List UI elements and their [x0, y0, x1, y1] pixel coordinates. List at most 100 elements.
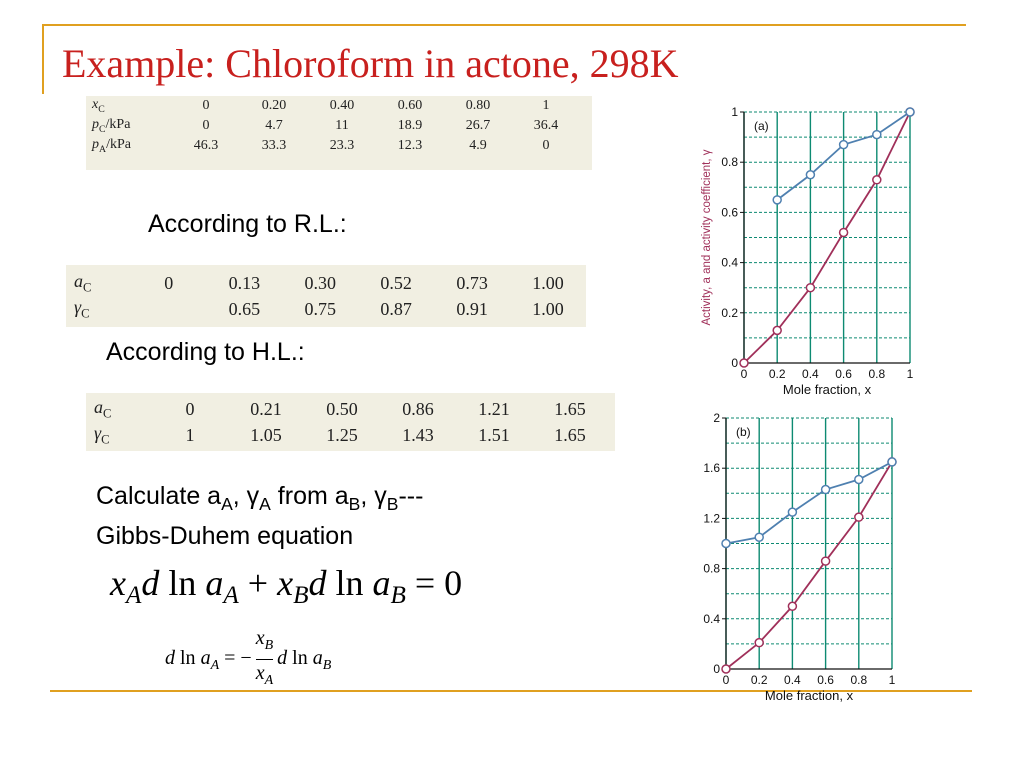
data-point-activity	[838, 227, 849, 238]
data-point-activity	[787, 601, 798, 611]
calc-text: , γ	[232, 482, 260, 510]
table-cell: 1.43	[402, 424, 434, 445]
x-tick-label: 0	[723, 673, 730, 687]
panel-label: (a)	[754, 119, 769, 133]
table-cell: 0.50	[326, 398, 358, 419]
data-point-activity	[739, 358, 749, 368]
table-cell: 1.21	[478, 398, 510, 419]
data-point-activity	[854, 512, 864, 522]
row-header-gamma-c: γC	[94, 422, 110, 447]
table-cell: 0.40	[329, 98, 355, 113]
data-point-coefficient	[854, 474, 864, 485]
table-cell: 0	[542, 138, 550, 153]
table-cell: 0.65	[228, 298, 261, 319]
y-tick-label: 1.6	[703, 461, 720, 475]
table-row: aC 0 0.21 0.50 0.86 1.21 1.65	[86, 396, 608, 422]
y-tick-label: 0.8	[703, 562, 720, 576]
x-axis-label: Mole fraction, x	[783, 382, 872, 397]
data-point-coefficient	[754, 532, 764, 542]
calc-text: , γ	[360, 482, 387, 510]
table-cell: 0.87	[380, 298, 412, 319]
calc-sub: A	[259, 494, 271, 514]
x-tick-label: 0.4	[802, 367, 819, 381]
data-point-activity	[754, 637, 764, 648]
slide-title: Example: Chloroform in actone, 298K	[62, 41, 679, 86]
table-row: γC 0.65 0.75 0.87 0.91 1.00	[66, 296, 586, 322]
x-tick-label: 0.2	[751, 673, 768, 687]
data-point-activity	[820, 556, 831, 566]
calc-text: Calculate a	[96, 482, 222, 510]
panel-label: (b)	[736, 425, 751, 439]
calculate-line: Calculate aA, γA from aB, γB---	[96, 482, 423, 515]
x-tick-label: 1	[907, 367, 914, 381]
calc-sub: B	[348, 494, 361, 514]
henry-law-table: aC 0 0.21 0.50 0.86 1.21 1.65 γC 1 1.05 …	[86, 393, 615, 451]
table-cell: 1.65	[554, 398, 586, 419]
table-cell: 4.7	[265, 118, 283, 133]
table-cell: 0	[185, 398, 195, 419]
x-tick-label: 0.8	[868, 367, 885, 381]
slide-frame-bottom	[50, 690, 972, 692]
gibbs-duhem-label: Gibbs-Duhem equation	[96, 522, 354, 550]
row-header-ac: aC	[74, 270, 92, 295]
y-tick-label: 0.8	[721, 155, 738, 169]
data-point-coefficient	[772, 195, 782, 205]
activity-chart-b: 0 0.2 0.4 0.6 0.8 1 0 0.4 0.8 1.2 1.6 2 Mole fractio…	[703, 411, 897, 703]
x-axis-label: Mole fraction, x	[765, 688, 854, 703]
y-tick-label: 0	[713, 662, 720, 676]
row-header-ac: aC	[94, 396, 112, 421]
y-tick-label: 0.4	[721, 256, 738, 270]
table-cell: 1.05	[250, 424, 282, 445]
table-cell: 36.4	[533, 118, 559, 133]
table-cell: 0.86	[402, 398, 434, 419]
table-row: pC/kPa 0 4.7 11 18.9 26.7 36.4	[86, 116, 580, 136]
series-line-activity	[725, 461, 893, 670]
row-header-pa: pA/kPa	[92, 137, 131, 155]
table-cell: 0.21	[250, 398, 282, 419]
hl-heading: According to H.L.:	[106, 338, 305, 366]
table-row: γC 1 1.05 1.25 1.43 1.51 1.65	[86, 422, 608, 448]
data-point-coefficient	[820, 484, 831, 495]
derived-equation: d ln aA = − xB xA d ln aB	[165, 625, 331, 694]
table-row: aC 0 0.13 0.30 0.52 0.73 1.00	[66, 270, 586, 296]
x-tick-label: 0.6	[817, 673, 834, 687]
vapor-pressure-table: xC 0 0.20 0.40 0.60 0.80 1 pC/kPa 0 4.7 …	[86, 96, 592, 170]
table-cell: 33.3	[261, 138, 287, 153]
slide-frame-top	[42, 24, 966, 26]
calc-sub: B	[386, 494, 399, 514]
table-cell: 26.7	[465, 118, 491, 133]
x-tick-label: 0.8	[850, 673, 867, 687]
y-tick-label: 1	[731, 105, 738, 119]
calc-sub: A	[221, 494, 233, 514]
fraction: xB xA	[255, 627, 274, 688]
table-cell: 0.75	[304, 298, 337, 319]
table-cell: 1	[185, 424, 195, 445]
data-point-coefficient	[872, 129, 882, 140]
table-cell: 1.25	[326, 424, 358, 445]
data-point-coefficient	[787, 507, 798, 517]
data-point-coefficient	[805, 170, 816, 180]
series-line-activity	[743, 111, 911, 364]
data-point-coefficient	[838, 139, 849, 150]
table-cell	[131, 296, 206, 322]
series-line-coefficient	[725, 461, 893, 545]
table-cell: 0	[202, 98, 210, 113]
x-tick-label: 0.2	[769, 367, 786, 381]
data-point-coefficient	[887, 457, 897, 467]
x-tick-label: 0.6	[835, 367, 852, 381]
table-cell: 1.51	[478, 424, 510, 445]
y-tick-label: 0.2	[721, 306, 738, 320]
y-tick-label: 0.6	[721, 205, 738, 219]
data-point-coefficient	[905, 107, 915, 117]
table-cell: 0.20	[261, 98, 287, 113]
table-cell: 1.00	[532, 298, 564, 319]
table-cell: 1.00	[532, 272, 564, 293]
y-tick-label: 1.2	[703, 511, 720, 525]
table-cell: 12.3	[397, 138, 423, 153]
x-tick-label: 1	[889, 673, 896, 687]
row-header-xc: xC	[92, 97, 105, 115]
data-point-activity	[805, 282, 816, 293]
data-point-activity	[872, 175, 882, 185]
rl-heading: According to R.L.:	[148, 210, 347, 238]
calc-text: ---	[398, 482, 424, 510]
